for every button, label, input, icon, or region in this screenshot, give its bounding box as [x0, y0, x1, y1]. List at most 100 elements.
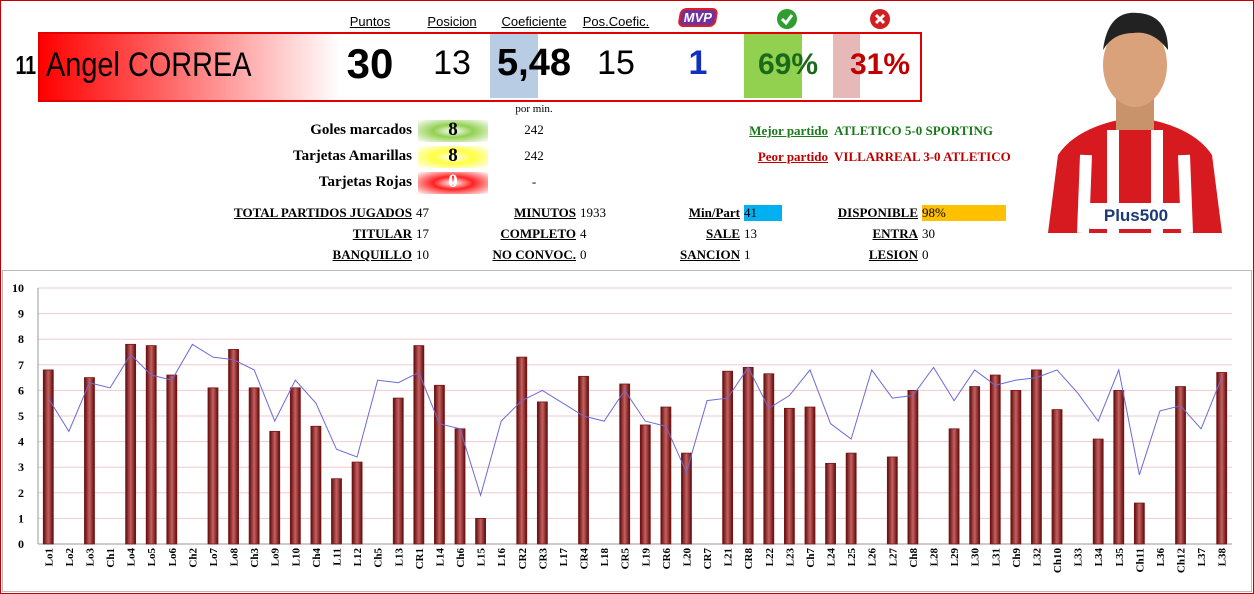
x-tick-label: L30	[970, 548, 982, 567]
x-tick-label: L26	[867, 548, 879, 567]
summary-value: 13	[433, 44, 471, 82]
bar	[331, 478, 342, 545]
x-tick-label: L33	[1073, 548, 1085, 567]
stat-value: 47	[416, 205, 429, 220]
bar	[948, 428, 960, 545]
x-tick-label: L16	[496, 548, 508, 567]
sponsor: Plus500	[1104, 206, 1168, 225]
x-tick-label: L18	[599, 548, 611, 567]
bar	[289, 387, 301, 545]
bar	[269, 430, 281, 545]
bar	[722, 370, 734, 545]
x-tick-label: L38	[1217, 548, 1229, 567]
check-icon	[777, 9, 797, 29]
x-tick-label: L17	[558, 548, 570, 567]
x-tick-label: CR2	[517, 548, 529, 570]
bar	[1113, 390, 1125, 545]
bar	[248, 387, 260, 545]
bar	[1051, 409, 1063, 545]
stat-label: TOTAL PARTIDOS JUGADOS	[234, 205, 412, 220]
x-tick-label: CR1	[414, 548, 426, 569]
x-tick-label: L29	[949, 548, 961, 567]
bar	[1010, 390, 1022, 545]
bar	[84, 377, 95, 545]
cross-icon	[870, 9, 890, 29]
stat-value: 17	[416, 226, 429, 241]
x-tick-label: CR8	[743, 548, 755, 570]
x-tick-label: L14	[434, 548, 446, 567]
y-tick-label: 2	[18, 486, 24, 500]
summary-value: 5,48	[497, 42, 571, 84]
y-tick-label: 9	[18, 307, 24, 321]
x-tick-label: Lo9	[270, 548, 282, 567]
x-tick-label: L23	[784, 548, 796, 567]
bar	[475, 517, 487, 545]
stat-value: 0	[580, 247, 587, 262]
summary-value: 69%	[757, 48, 819, 81]
stat-value: 1933	[580, 205, 606, 220]
x-tick-label: Ch11	[1134, 548, 1146, 572]
summary-value: 30	[346, 40, 394, 87]
bar	[1175, 386, 1186, 545]
stat-label: NO CONVOC.	[492, 247, 576, 262]
x-tick-label: L20	[681, 548, 693, 567]
x-tick-label: L13	[393, 548, 405, 567]
bar	[619, 383, 631, 545]
x-tick-label: Ch2	[187, 548, 199, 568]
chart-box	[2, 270, 1252, 592]
x-tick-label: Ch1	[105, 548, 117, 568]
x-tick-label: Ch7	[805, 548, 817, 568]
bar	[207, 387, 219, 545]
x-tick-label: L36	[1155, 548, 1167, 567]
x-tick-label: Lo2	[64, 548, 76, 567]
summary-label: Pos.Coefic.	[582, 14, 650, 29]
count-label: Tarjetas Rojas	[318, 174, 412, 190]
x-tick-label: Ch5	[373, 548, 385, 568]
count-box	[418, 146, 488, 168]
bar	[989, 374, 1001, 545]
bar	[660, 406, 672, 545]
count-box	[418, 172, 488, 194]
bar	[228, 349, 239, 545]
bar	[886, 456, 898, 545]
x-tick-label: CR4	[579, 548, 591, 570]
x-tick-label: L34	[1093, 548, 1105, 567]
x-tick-label: L19	[640, 548, 652, 567]
player-name: Angel CORREA	[46, 46, 252, 84]
win-bg	[744, 34, 802, 98]
bar	[639, 424, 651, 545]
y-tick-label: 0	[18, 537, 24, 551]
match-value: VILLARREAL 3-0 ATLETICO	[834, 149, 1011, 164]
stat-label: ENTRA	[872, 226, 918, 241]
x-tick-label: Ch3	[249, 548, 261, 568]
stat-value: 41	[744, 205, 782, 221]
match-label: Mejor partido	[749, 123, 828, 138]
count-label: Goles marcados	[310, 122, 412, 138]
x-tick-label: L22	[764, 548, 776, 567]
x-tick-label: CR7	[702, 548, 714, 570]
x-tick-label: Ch6	[455, 548, 467, 568]
stat-value: 30	[922, 226, 935, 241]
stat-value: 10	[416, 247, 429, 262]
y-tick-label: 1	[18, 511, 24, 525]
x-tick-label: L35	[1114, 548, 1126, 567]
bar	[145, 345, 157, 545]
x-tick-label: L12	[352, 548, 364, 567]
bar	[125, 343, 137, 545]
bar	[516, 356, 528, 545]
bar	[578, 375, 589, 545]
stat-value: 1	[744, 247, 751, 262]
count-per-min: 242	[524, 122, 544, 137]
x-tick-label: L11	[332, 548, 344, 566]
x-tick-label: Lo1	[43, 548, 55, 566]
x-tick-label: Lo8	[229, 548, 241, 567]
summary-label: Coeficiente	[501, 14, 567, 29]
bar	[392, 397, 404, 545]
y-tick-label: 3	[18, 460, 24, 474]
bar	[536, 401, 548, 545]
count-value: 8	[448, 119, 458, 140]
count-box	[418, 120, 488, 142]
count-label: Tarjetas Amarillas	[292, 148, 412, 164]
per-min-label: por min.	[515, 103, 553, 115]
stat-label: BANQUILLO	[332, 247, 412, 262]
